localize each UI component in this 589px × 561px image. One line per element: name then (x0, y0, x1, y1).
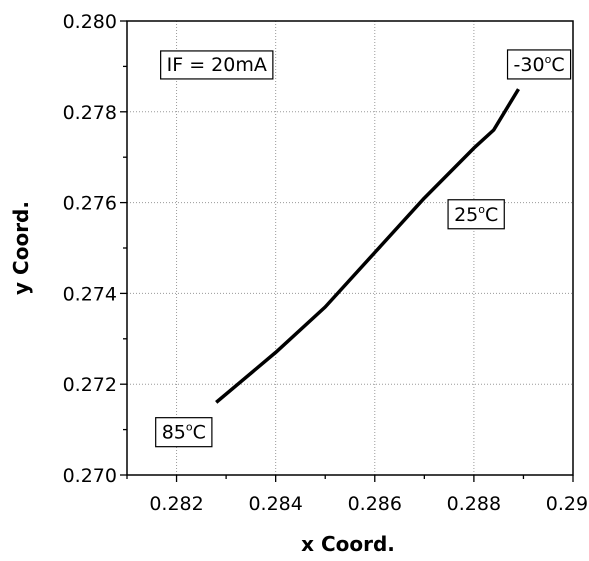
x-axis-title: x Coord. (301, 532, 395, 556)
x-tick-label: 0.286 (348, 493, 402, 515)
x-tick-label: 0.290 (546, 493, 589, 515)
annotation-text: 85oC (162, 421, 206, 444)
y-tick-label: 0.274 (63, 283, 117, 305)
y-axis-title: y Coord. (9, 201, 33, 295)
annotation-mid: 25oC (447, 199, 505, 230)
y-tick-label: 0.276 (63, 193, 117, 215)
y-tick-label: 0.280 (63, 11, 117, 33)
annotation-box (160, 50, 274, 80)
annotation-hot: 85oC (155, 417, 213, 448)
annotation-text: 25oC (454, 203, 498, 226)
x-tick-label: 0.284 (248, 493, 302, 515)
x-tick-label: 0.288 (447, 493, 501, 515)
annotation-cold: -30oC (506, 49, 572, 80)
annotation-box (506, 49, 572, 80)
annotation-text: -30oC (514, 53, 565, 76)
series-line (215, 88, 520, 404)
y-tick-label: 0.272 (63, 374, 117, 396)
series-layer (215, 88, 520, 404)
y-tick-label: 0.270 (63, 465, 117, 487)
annotation-condition: IF = 20mA (160, 50, 274, 80)
annotation-box (155, 417, 213, 448)
ticks: 0.282 0.284 0.286 0.288 0.290 0.270 0.272 0.274… (63, 11, 589, 515)
grid (127, 21, 573, 475)
y-tick-label: 0.278 (63, 102, 117, 124)
annotations: IF = 20mA -30oC 25oC 85oC (155, 49, 572, 448)
annotation-text: IF = 20mA (167, 54, 267, 76)
annotation-box (447, 199, 505, 230)
x-tick-label: 0.282 (149, 493, 203, 515)
